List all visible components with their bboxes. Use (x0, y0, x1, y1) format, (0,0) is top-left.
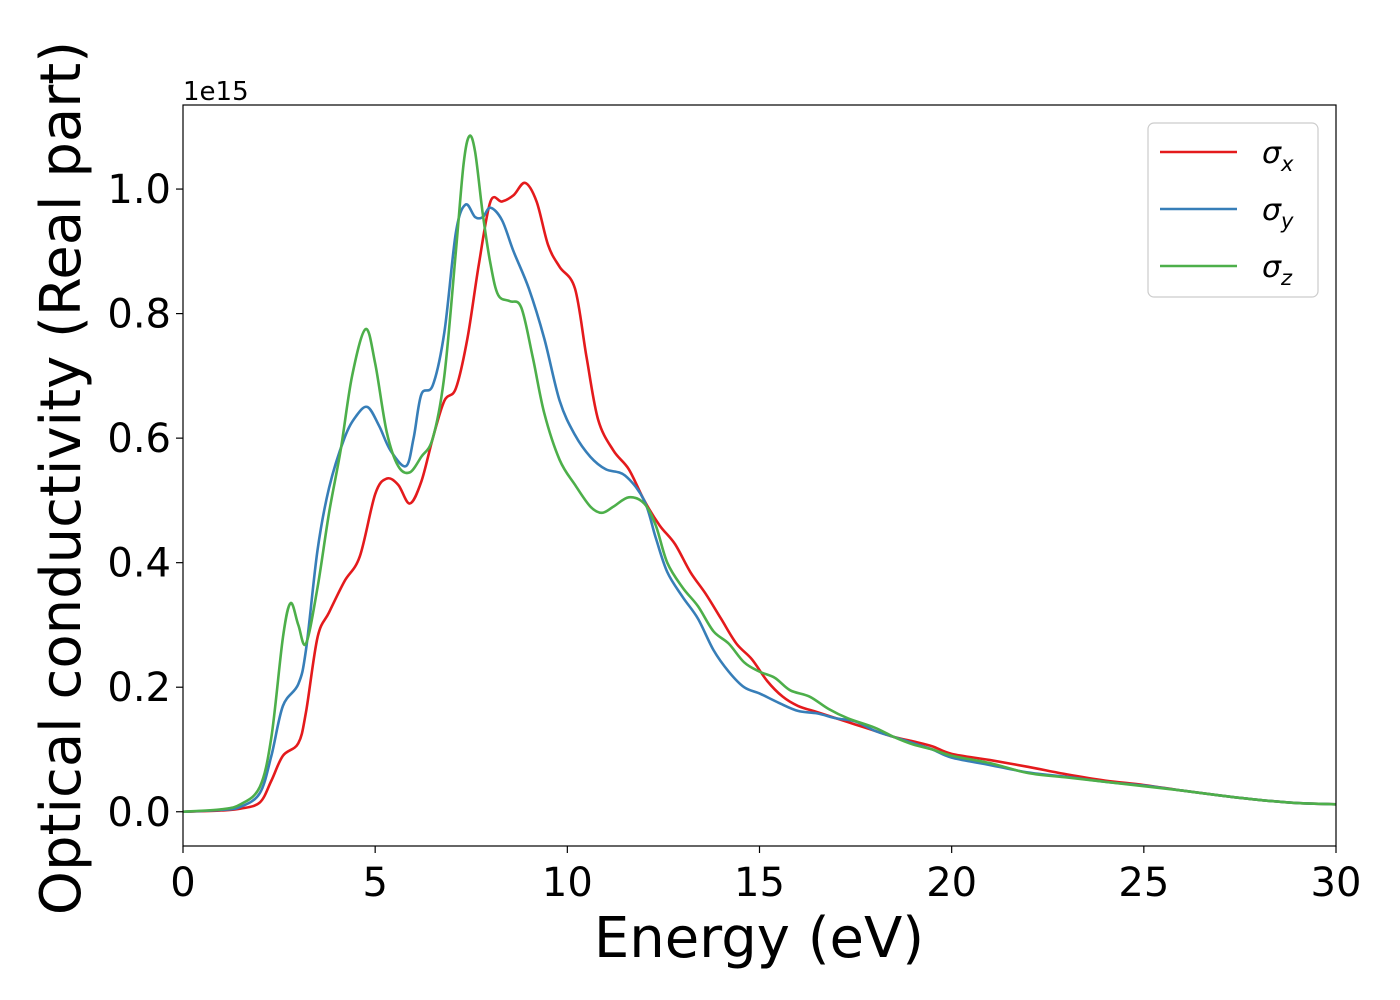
x-tick-label: 0 (170, 860, 195, 906)
y-axis: 0.0 0.2 0.4 0.6 0.8 1.0 (107, 167, 183, 836)
y-tick-label: 0.2 (107, 665, 171, 711)
legend-subscript: x (1280, 152, 1294, 176)
legend-subscript: y (1280, 209, 1294, 233)
legend-label-x: σx (1262, 136, 1294, 176)
y-tick-label: 0.6 (107, 416, 171, 462)
x-axis-title: Energy (eV) (594, 906, 924, 971)
x-axis: 0 5 10 15 20 25 30 (170, 846, 1361, 906)
legend-label-z: σz (1262, 250, 1293, 290)
legend-subscript: z (1280, 266, 1293, 290)
x-tick-label: 25 (1118, 860, 1169, 906)
y-tick-label: 1.0 (107, 167, 171, 213)
legend-label-y: σy (1262, 193, 1294, 233)
series-line-x (183, 181, 1336, 814)
x-tick-label: 10 (542, 860, 593, 906)
y-offset-label: 1e15 (183, 77, 249, 107)
legend-symbol: σ (1262, 136, 1282, 171)
y-tick-label: 0.0 (107, 790, 171, 836)
legend-symbol: σ (1262, 193, 1282, 228)
x-tick-label: 20 (926, 860, 977, 906)
plot-area (183, 105, 1336, 846)
legend-symbol: σ (1262, 250, 1282, 285)
x-tick-label: 15 (734, 860, 785, 906)
y-tick-label: 0.8 (107, 292, 171, 338)
y-tick-label: 0.4 (107, 541, 171, 587)
x-tick-label: 5 (362, 860, 387, 906)
series-layer (183, 134, 1336, 814)
x-tick-label: 30 (1311, 860, 1362, 906)
series-line-z (183, 134, 1336, 814)
y-axis-title: Optical conductivity (Real part) (29, 41, 94, 915)
